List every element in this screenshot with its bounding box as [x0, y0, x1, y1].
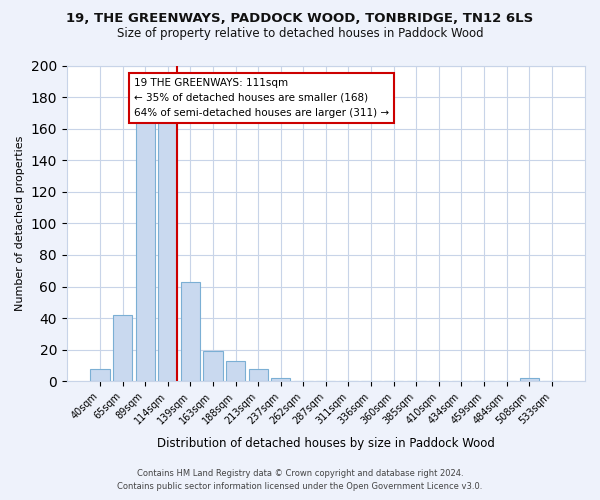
Text: 19, THE GREENWAYS, PADDOCK WOOD, TONBRIDGE, TN12 6LS: 19, THE GREENWAYS, PADDOCK WOOD, TONBRID… [67, 12, 533, 26]
Bar [271, 378, 290, 382]
Bar [91, 368, 110, 382]
Text: Contains HM Land Registry data © Crown copyright and database right 2024.
Contai: Contains HM Land Registry data © Crown c… [118, 470, 482, 491]
Bar [181, 282, 200, 382]
Bar [113, 315, 132, 382]
Bar [158, 116, 178, 382]
Bar [203, 352, 223, 382]
Bar [226, 360, 245, 382]
Y-axis label: Number of detached properties: Number of detached properties [15, 136, 25, 311]
X-axis label: Distribution of detached houses by size in Paddock Wood: Distribution of detached houses by size … [157, 437, 495, 450]
Bar [136, 121, 155, 382]
Bar [520, 378, 539, 382]
Bar [248, 368, 268, 382]
Text: 19 THE GREENWAYS: 111sqm
← 35% of detached houses are smaller (168)
64% of semi-: 19 THE GREENWAYS: 111sqm ← 35% of detach… [134, 78, 389, 118]
Text: Size of property relative to detached houses in Paddock Wood: Size of property relative to detached ho… [116, 28, 484, 40]
